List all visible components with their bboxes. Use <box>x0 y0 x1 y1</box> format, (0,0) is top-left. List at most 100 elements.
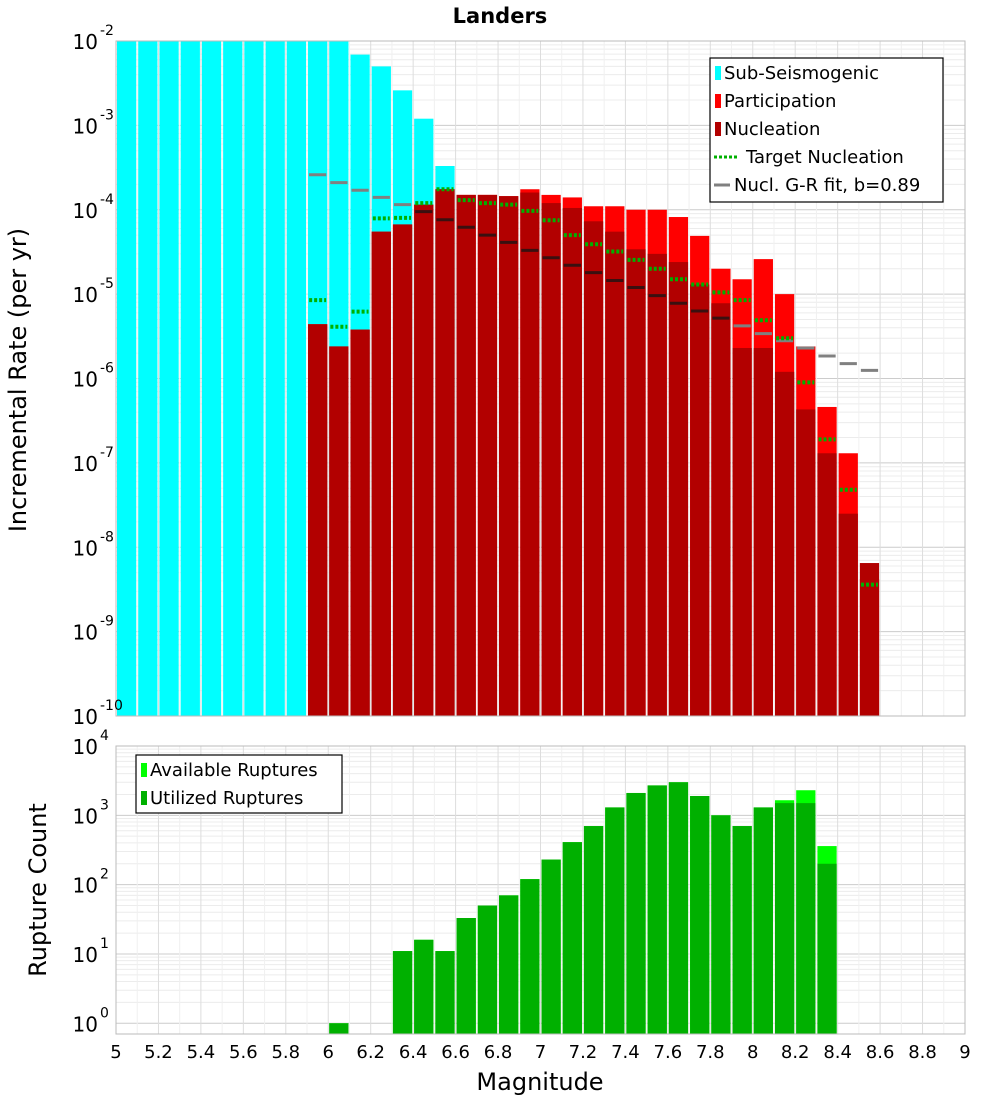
utilized-ruptures-bar <box>477 905 498 1034</box>
top-y-tick-label: 10 -9 <box>73 614 114 645</box>
nucleation-bar <box>541 203 561 716</box>
bottom-y-tick-label-exponent: 0 <box>100 1005 109 1021</box>
bottom-plot-border <box>115 745 966 1035</box>
legend-label: Utilized Ruptures <box>150 788 303 809</box>
utilized-ruptures-bar <box>690 795 710 1034</box>
nucleation-bar <box>626 249 646 716</box>
utilized-ruptures-bar <box>520 879 540 1034</box>
bottom-y-tick-label-base: 10 <box>73 874 98 898</box>
top-y-tick-label: 10 -6 <box>73 361 115 392</box>
utilized-ruptures-bar <box>753 807 773 1034</box>
sub-seismogenic-bar <box>159 41 179 716</box>
legend-label: Target Nucleation <box>745 147 904 168</box>
nucleation-bar <box>435 189 455 717</box>
top-y-tick-label-base: 10 <box>73 114 98 138</box>
top-legend-item: Target Nucleation <box>714 147 904 168</box>
top-y-tick-label: 10 -3 <box>73 107 114 138</box>
x-tick-label: 8.6 <box>866 1042 895 1063</box>
top-y-tick-label: 10 -2 <box>73 23 114 54</box>
top-y-tick-label-base: 10 <box>73 368 98 392</box>
top-legend-box <box>709 57 944 203</box>
nucleation-bar <box>753 347 773 716</box>
utilized-ruptures-bar <box>817 863 837 1034</box>
top-y-tick-label-exponent: -4 <box>100 192 114 208</box>
sub-seismogenic-bar <box>244 41 264 716</box>
top-y-axis-title: Incremental Rate (per yr) <box>4 228 32 532</box>
top-y-tick-label-exponent: -5 <box>100 276 114 292</box>
nucleation-bar <box>520 192 540 717</box>
top-plot-border <box>115 40 966 717</box>
utilized-ruptures-bar <box>732 826 752 1034</box>
top-legend-item: Participation <box>715 91 836 112</box>
x-tick-label: 6.2 <box>356 1042 385 1063</box>
x-tick-label: 7.4 <box>611 1042 640 1063</box>
nucleation-bar <box>414 204 434 717</box>
nucleation-bar <box>392 224 413 717</box>
utilized-ruptures-bar <box>583 826 604 1034</box>
x-tick-label: 5.8 <box>271 1042 300 1063</box>
top-y-tick-label: 10 -10 <box>73 698 123 729</box>
nucleation-bar <box>562 207 582 716</box>
bottom-y-tick-label: 10 3 <box>73 797 109 828</box>
utilized-ruptures-bar <box>499 895 519 1034</box>
x-tick-labels: 5 5.2 5.4 5.6 5.8 6 6.2 6.4 6.6 6.8 7 7.2 7.4 7.6 7.8 8… <box>110 1042 970 1063</box>
x-tick-label: 9 <box>959 1042 970 1063</box>
top-y-tick-label-exponent: -7 <box>100 445 114 461</box>
target-nucleation-series <box>309 187 878 587</box>
top-y-tick-label-exponent: -10 <box>100 698 123 714</box>
top-y-tick-label-base: 10 <box>73 283 98 307</box>
bottom-y-tick-label-base: 10 <box>73 1012 98 1036</box>
nucleation-bar <box>329 346 349 716</box>
sub-seismogenic-bar <box>138 41 158 716</box>
legend-swatch <box>141 763 147 777</box>
nucleation-bar <box>308 324 328 716</box>
bottom-y-tick-label-exponent: 2 <box>100 867 109 883</box>
nucleation-bar <box>690 284 710 716</box>
x-tick-label: 8.8 <box>908 1042 937 1063</box>
x-tick-label: 8.4 <box>823 1042 852 1063</box>
top-y-tick-label-base: 10 <box>73 621 98 645</box>
x-tick-label: 6 <box>323 1042 334 1063</box>
nucleation-bar <box>732 347 752 716</box>
sub-seismogenic-bar <box>117 41 137 716</box>
bottom-y-tick-label-exponent: 4 <box>100 728 109 744</box>
top-legend-item: Nucleation <box>715 119 820 140</box>
utilized-ruptures-bar <box>541 859 561 1034</box>
nucleation-bar <box>350 329 370 716</box>
top-y-tick-label-exponent: -8 <box>100 529 114 545</box>
bottom-y-tick-label-base: 10 <box>73 735 98 759</box>
nucleation-bar <box>859 563 880 716</box>
utilized-ruptures-bar <box>605 807 625 1034</box>
bottom-y-tick-label: 10 4 <box>73 728 109 759</box>
x-tick-label: 8.2 <box>781 1042 810 1063</box>
nucleation-bar <box>583 221 604 716</box>
utilized-ruptures-bar <box>392 951 413 1034</box>
utilized-ruptures-bar <box>668 782 689 1034</box>
nucleation-bar <box>817 453 837 716</box>
top-plot-area: 10-210-310-410-510-610-710-810-910 -10Sub… <box>73 23 966 729</box>
legend-swatch <box>715 66 721 80</box>
top-y-tick-label-base: 10 <box>73 452 98 476</box>
legend-label: Nucl. G-R fit, b=0.89 <box>734 175 920 196</box>
legend-label: Sub-Seismogenic <box>724 63 879 84</box>
nucleation-bar <box>668 262 689 716</box>
nucleation-bar <box>711 303 731 716</box>
utilized-ruptures-bar <box>647 785 667 1034</box>
top-y-tick-label: 10 -5 <box>73 276 114 307</box>
bottom-legend: Available Ruptures Utilized Ruptures <box>135 754 343 814</box>
x-tick-label: 6.4 <box>399 1042 428 1063</box>
top-y-tick-label-exponent: -3 <box>100 107 114 123</box>
x-tick-label: 5.6 <box>229 1042 258 1063</box>
x-tick-label: 7.8 <box>696 1042 725 1063</box>
top-y-tick-label-exponent: -6 <box>100 361 114 377</box>
bottom-legend-item: Utilized Ruptures <box>141 788 303 809</box>
legend-label: Participation <box>724 91 836 112</box>
top-y-tick-label-base: 10 <box>73 536 98 560</box>
nucleation-bar <box>647 253 667 716</box>
utilized-ruptures-bar <box>711 815 731 1034</box>
nucleation-bar <box>499 196 519 716</box>
x-tick-label: 5.4 <box>187 1042 216 1063</box>
chart-title: Landers <box>453 4 548 28</box>
